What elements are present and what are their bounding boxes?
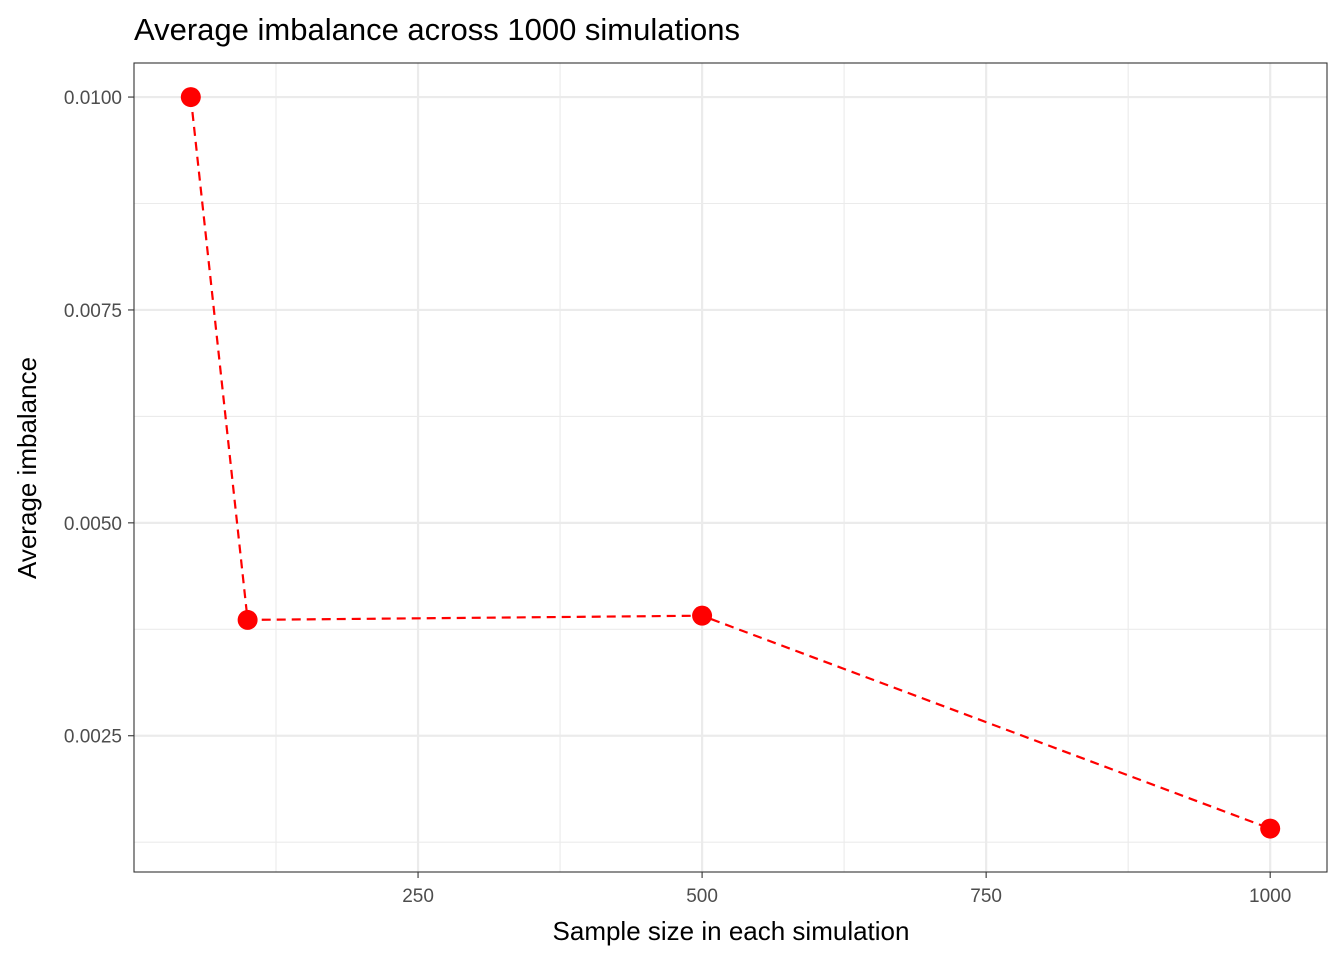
- x-tick-label: 750: [970, 886, 1002, 907]
- x-tick-label: 500: [686, 886, 718, 907]
- series-line: [189, 96, 1271, 830]
- y-tick-label: 0.0075: [64, 301, 122, 322]
- plot-panel-background: [134, 63, 1327, 872]
- y-axis-title: Average imbalance: [12, 357, 42, 579]
- grid: [134, 63, 1327, 872]
- data-point: [180, 87, 201, 108]
- axes: 250 500 750 1000 0.0025 0.0050 0.0075 0.0100: [64, 88, 1291, 907]
- y-tick-label: 0.0025: [64, 727, 122, 748]
- y-tick-label: 0.0100: [64, 88, 122, 109]
- x-axis-title: Sample size in each simulation: [553, 916, 910, 946]
- y-tick-label: 0.0050: [64, 514, 122, 535]
- chart-title: Average imbalance across 1000 simulation…: [134, 12, 740, 47]
- data-point: [1260, 818, 1281, 839]
- x-tick-label: 1000: [1249, 886, 1291, 907]
- data-point: [237, 609, 258, 630]
- x-tick-label: 250: [402, 886, 434, 907]
- series-layer: [180, 87, 1281, 839]
- plot-panel-border: [133, 62, 1328, 873]
- data-point: [692, 605, 713, 626]
